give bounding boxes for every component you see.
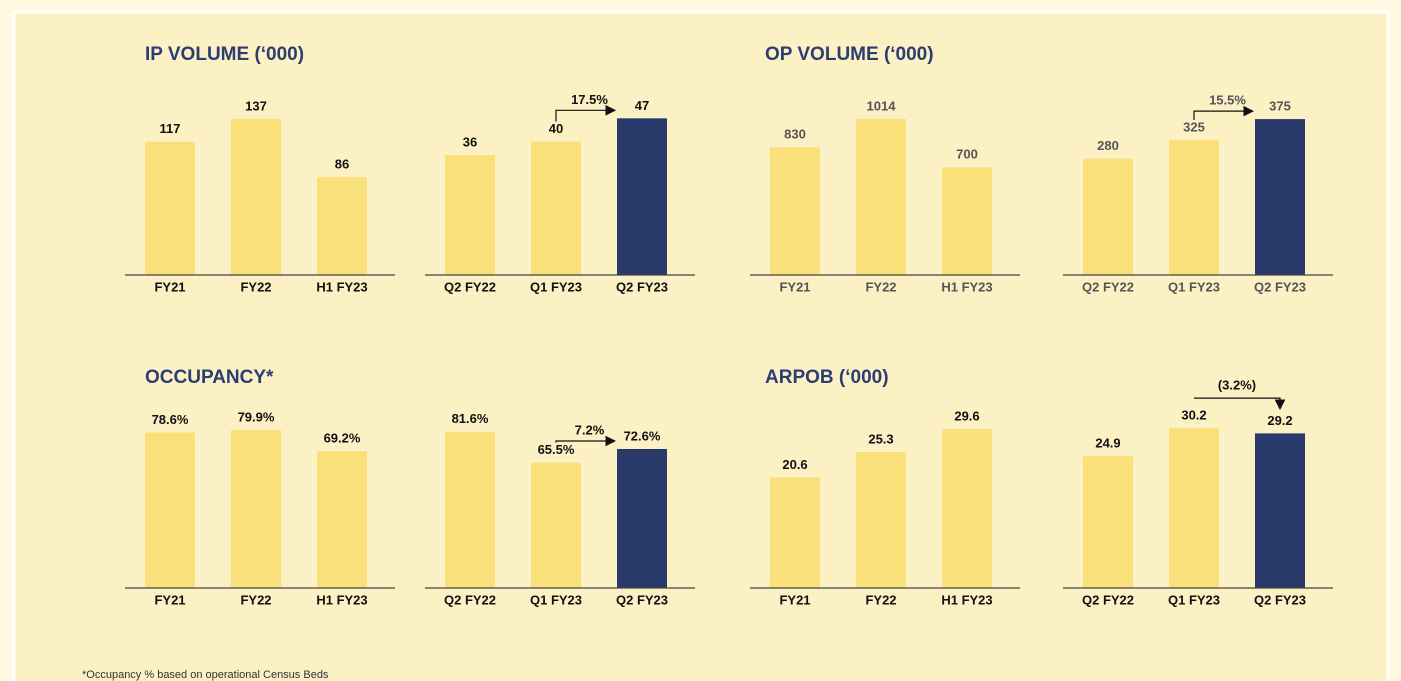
value-label: 65.5% <box>538 442 575 457</box>
bar <box>942 167 992 275</box>
bar <box>317 451 367 588</box>
value-label: 29.6 <box>954 408 979 423</box>
bar <box>445 155 495 275</box>
x-tick-label: Q1 FY23 <box>1168 279 1220 294</box>
chart-title: OCCUPANCY* <box>145 367 274 388</box>
x-tick-label: H1 FY23 <box>316 279 367 294</box>
growth-arrow <box>555 435 617 447</box>
bar <box>445 431 495 588</box>
x-tick-label: H1 FY23 <box>316 592 367 607</box>
value-label: 24.9 <box>1095 436 1120 451</box>
x-tick-label: Q2 FY22 <box>444 279 496 294</box>
bar <box>317 177 367 275</box>
x-tick-label: Q2 FY23 <box>616 592 668 607</box>
growth-arrow <box>1194 397 1286 411</box>
value-label: 47 <box>635 98 649 113</box>
bar <box>942 428 992 588</box>
x-tick-label: FY21 <box>779 592 810 607</box>
x-tick-label: H1 FY23 <box>941 592 992 607</box>
x-tick-label: FY21 <box>779 279 810 294</box>
value-label: 830 <box>784 127 806 142</box>
value-label: 72.6% <box>624 428 661 443</box>
bar <box>1083 158 1133 275</box>
x-tick-label: FY21 <box>154 279 185 294</box>
x-tick-label: Q2 FY23 <box>1254 279 1306 294</box>
x-tick-label: H1 FY23 <box>941 279 992 294</box>
x-tick-label: Q1 FY23 <box>530 279 582 294</box>
value-label: 1014 <box>867 98 897 113</box>
x-tick-label: Q2 FY23 <box>1254 592 1306 607</box>
value-label: 25.3 <box>868 431 893 446</box>
value-label: 325 <box>1183 119 1205 134</box>
value-label: 280 <box>1097 138 1119 153</box>
bar <box>770 147 820 275</box>
value-label: 700 <box>956 147 978 162</box>
bar <box>1255 119 1305 275</box>
bar <box>1083 456 1133 588</box>
value-label: 79.9% <box>238 409 275 424</box>
bar <box>617 448 667 588</box>
bar <box>231 118 281 276</box>
growth-label: 7.2% <box>575 422 605 437</box>
x-tick-label: FY22 <box>240 592 271 607</box>
bar <box>856 119 906 275</box>
bar <box>770 477 820 588</box>
bar <box>145 432 195 588</box>
bar <box>617 118 667 275</box>
value-label: 86 <box>335 156 349 171</box>
bar <box>1255 433 1305 588</box>
growth-label: 17.5% <box>571 92 608 107</box>
x-tick-label: Q1 FY23 <box>1168 592 1220 607</box>
value-label: 78.6% <box>152 412 189 427</box>
x-tick-label: FY22 <box>240 279 271 294</box>
x-tick-label: Q2 FY23 <box>616 279 668 294</box>
growth-label: (3.2%) <box>1218 378 1256 393</box>
x-tick-label: FY22 <box>865 592 896 607</box>
chart-title: ARPOB (‘000) <box>765 367 889 388</box>
x-tick-label: FY21 <box>154 592 185 607</box>
bar <box>145 141 195 275</box>
growth-arrow <box>1193 105 1255 120</box>
growth-label: 15.5% <box>1209 93 1246 108</box>
bar <box>856 452 906 588</box>
x-tick-label: Q2 FY22 <box>1082 592 1134 607</box>
bar <box>1169 139 1219 275</box>
bar <box>531 462 581 588</box>
footnote: *Occupancy % based on operational Census… <box>82 669 329 681</box>
value-label: 81.6% <box>452 411 489 426</box>
bar <box>1169 428 1219 588</box>
bar <box>231 429 281 588</box>
value-label: 20.6 <box>782 457 807 472</box>
value-label: 117 <box>160 121 181 136</box>
x-tick-label: Q2 FY22 <box>444 592 496 607</box>
value-label: 137 <box>245 98 267 113</box>
value-label: 30.2 <box>1181 408 1206 423</box>
chart-title: IP VOLUME (‘000) <box>145 44 304 65</box>
bar <box>531 141 581 275</box>
value-label: 36 <box>463 134 477 149</box>
x-tick-label: FY22 <box>865 279 896 294</box>
x-tick-label: Q1 FY23 <box>530 592 582 607</box>
value-label: 29.2 <box>1267 413 1292 428</box>
value-label: 375 <box>1269 99 1291 114</box>
growth-arrow <box>555 104 617 122</box>
value-label: 40 <box>549 121 563 136</box>
chart-title: OP VOLUME (‘000) <box>765 44 934 65</box>
x-tick-label: Q2 FY22 <box>1082 279 1134 294</box>
value-label: 69.2% <box>324 431 361 446</box>
